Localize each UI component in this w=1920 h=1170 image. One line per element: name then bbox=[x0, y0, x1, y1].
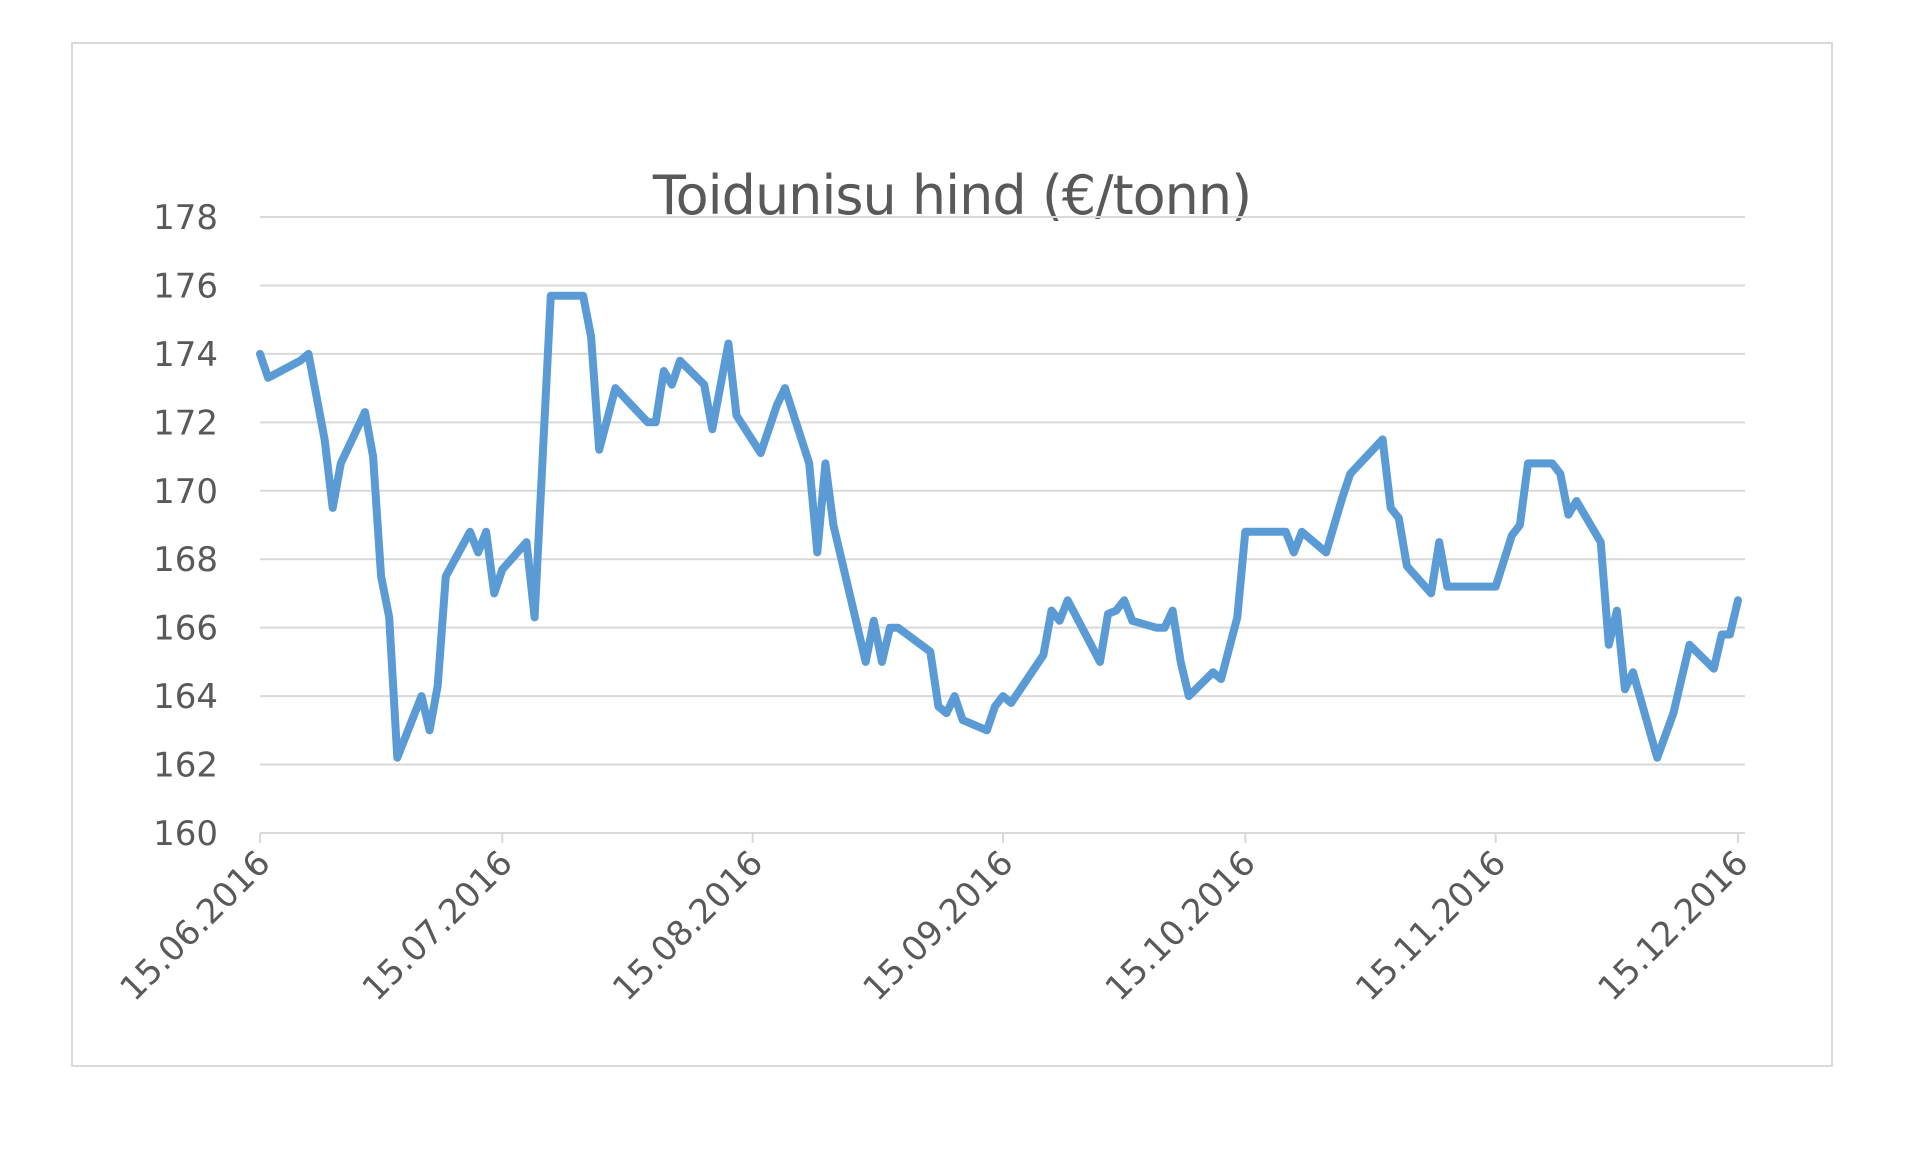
y-tick-label: 162 bbox=[153, 746, 218, 786]
x-tick-label: 15.12.2016 bbox=[1590, 843, 1756, 1009]
x-tick-label: 15.07.2016 bbox=[355, 843, 521, 1009]
x-axis-labels: 15.06.2016 15.07.2016 15.08.2016 15.09.2016… bbox=[112, 843, 1756, 1009]
x-tick-label: 15.09.2016 bbox=[855, 843, 1021, 1009]
y-tick-label: 166 bbox=[153, 609, 218, 649]
price-line bbox=[256, 291, 1742, 762]
x-tick-label: 15.06.2016 bbox=[112, 843, 278, 1009]
gridlines bbox=[260, 216, 1745, 766]
y-tick-label: 170 bbox=[153, 472, 218, 512]
x-tick-label: 15.08.2016 bbox=[605, 843, 771, 1009]
y-tick-label: 174 bbox=[153, 335, 218, 375]
x-tick-label: 15.10.2016 bbox=[1098, 843, 1264, 1009]
x-tick-label: 15.11.2016 bbox=[1348, 843, 1514, 1009]
y-tick-label: 164 bbox=[153, 677, 218, 717]
x-axis bbox=[259, 832, 1745, 843]
y-tick-label: 172 bbox=[153, 403, 218, 443]
y-tick-label: 160 bbox=[153, 814, 218, 854]
y-tick-label: 178 bbox=[153, 198, 218, 238]
y-tick-label: 168 bbox=[153, 540, 218, 580]
y-tick-label: 176 bbox=[153, 266, 218, 306]
y-axis-labels: 160 162 164 166 168 170 172 174 176 178 bbox=[153, 198, 218, 854]
